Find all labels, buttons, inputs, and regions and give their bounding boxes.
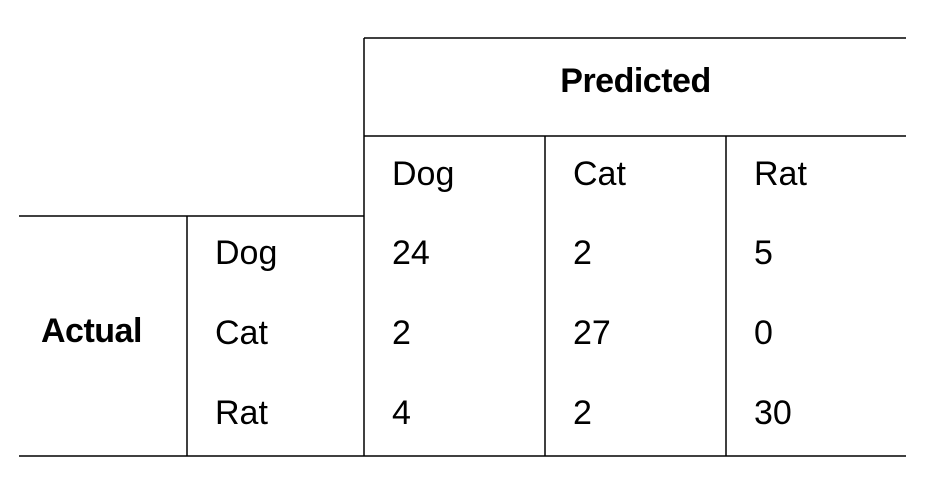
row-label-dog: Dog [215,234,278,272]
cell-dog-cat: 2 [573,234,592,272]
column-label-rat: Rat [754,155,807,193]
column-label-dog: Dog [392,155,455,193]
cell-dog-dog: 24 [392,234,430,272]
row-label-rat: Rat [215,394,268,432]
cell-dog-rat: 5 [754,234,773,272]
row-label-cat: Cat [215,314,268,352]
actual-header: Actual [41,312,142,350]
predicted-header: Predicted [560,62,711,100]
cell-cat-cat: 27 [573,314,611,352]
column-label-cat: Cat [573,155,626,193]
cell-cat-dog: 2 [392,314,411,352]
cell-rat-dog: 4 [392,394,411,432]
cell-cat-rat: 0 [754,314,773,352]
cell-rat-rat: 30 [754,394,792,432]
cell-rat-cat: 2 [573,394,592,432]
